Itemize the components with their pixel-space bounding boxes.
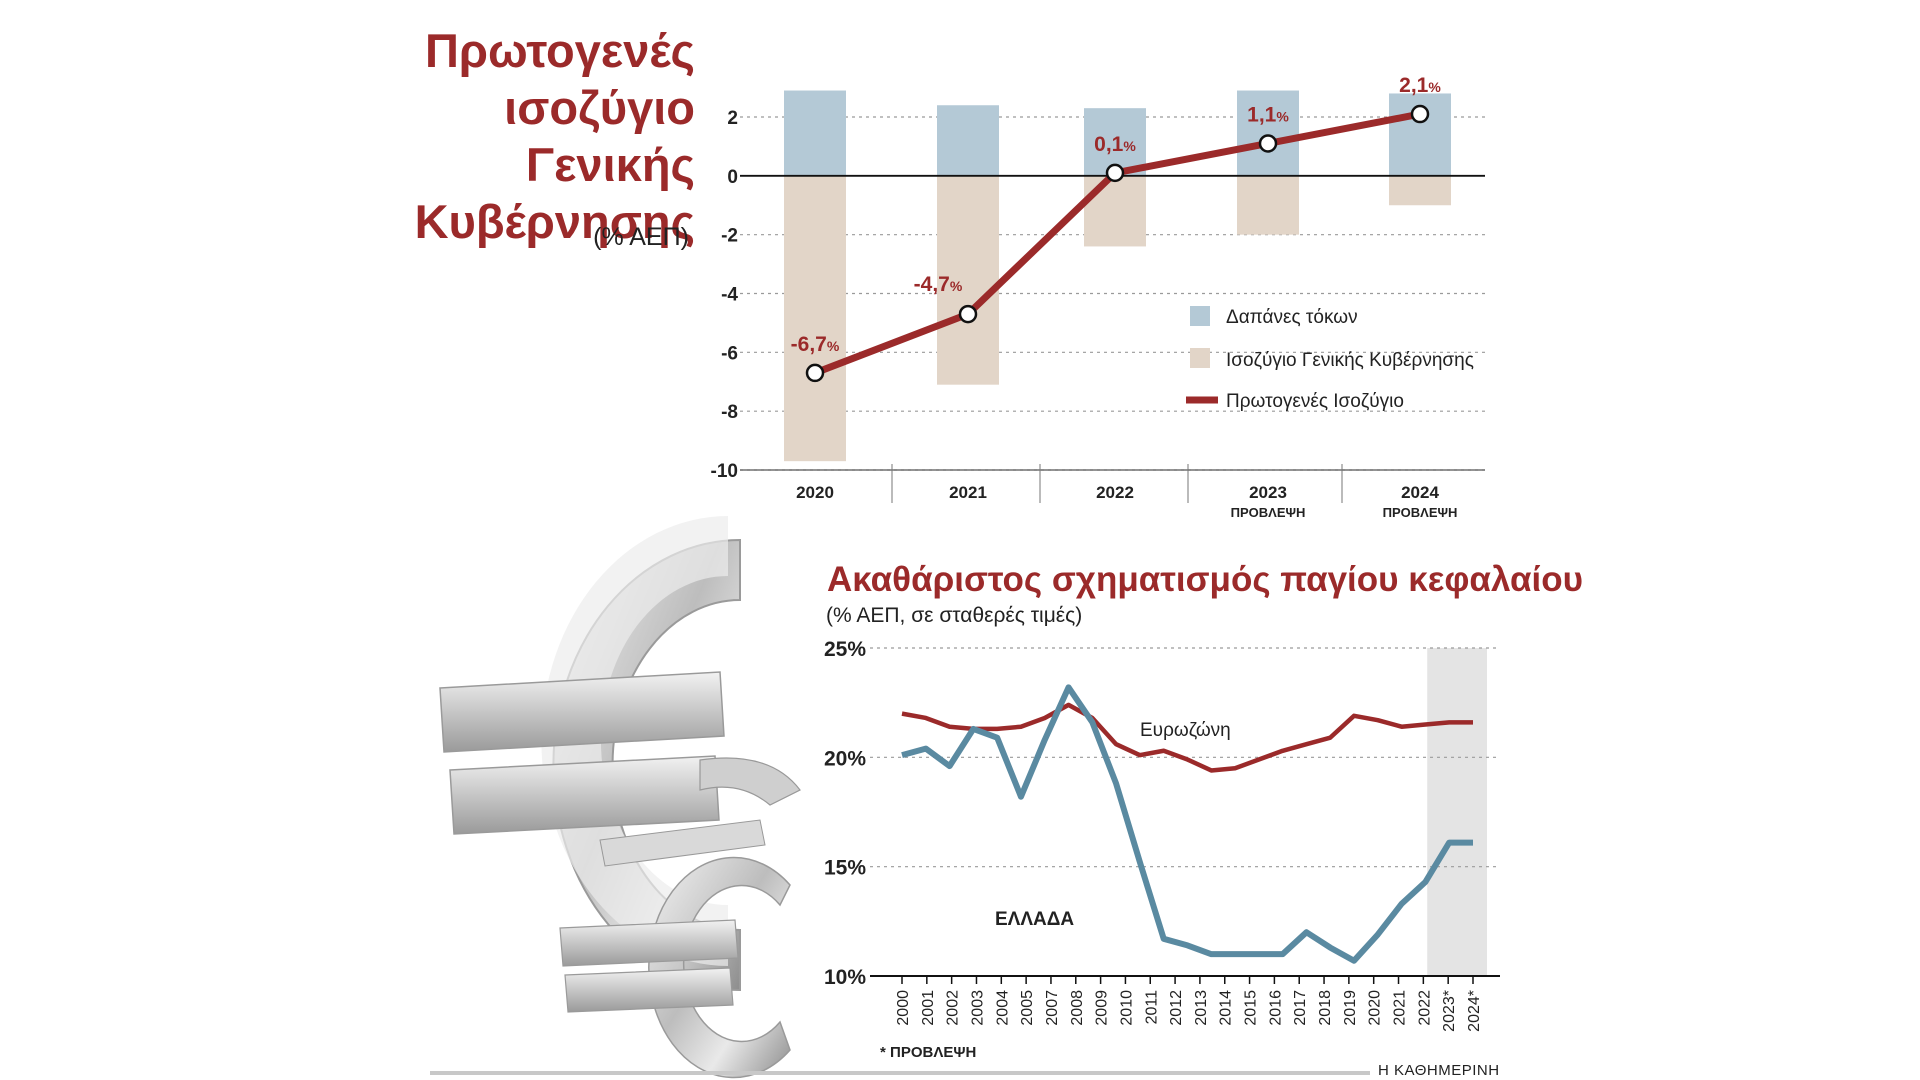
x-tick-note: ΠΡΟΒΛΕΨΗ [1383,505,1458,520]
x-tick-label: 2002 [945,990,962,1026]
x-tick-label: 2023 [1249,483,1287,502]
chart1-title-line-3: Γενικής [525,138,695,191]
balance-bar [784,175,846,462]
x-tick-label: 2000 [895,990,912,1026]
x-tick-label: 2021 [949,483,987,502]
x-tick-label: 2020 [796,483,834,502]
balance-bar [1237,175,1299,235]
x-tick-label: 2019 [1342,990,1359,1026]
y-tick-label: -8 [721,402,738,423]
primary-balance-point [805,363,825,383]
primary-balance-point [1258,134,1278,153]
source-credit: Η ΚΑΘΗΜΕΡΙΝΗ [1378,1062,1500,1079]
legend-swatch-interest [1190,306,1210,326]
y-tick-label: 2 [727,108,738,129]
primary-balance-point [1410,104,1430,124]
y-tick-label: 25% [824,638,866,661]
primary-balance-point [1105,163,1125,183]
y-tick-label: 0 [727,167,738,188]
small-euro-icon [559,856,791,1079]
balance-bar [937,175,999,385]
chart1-title-line-1: Πρωτογενές [424,24,695,77]
chart2-title: Ακαθάριστος σχηματισμός παγίου κεφαλαίου [827,560,1583,599]
data-label: -4,7% [914,273,963,296]
interest-bar [1237,90,1299,176]
chart1-title: Πρωτογενές ισοζύγιο Γενικής Κυβέρνησης [295,22,695,250]
legend-label-primary: Πρωτογενές Ισοζύγιο [1226,391,1404,412]
y-tick-label: -4 [721,285,738,306]
interest-bar [937,105,999,176]
data-label: 0,1% [1094,133,1136,156]
x-tick-label: 2022 [1416,990,1433,1026]
y-tick-label: 10% [824,966,866,989]
fallen-euro-icon [599,757,801,867]
balance-bar [1084,175,1146,247]
legend-swatch-balance [1190,348,1210,368]
chart1-unit: (% ΑΕΠ) [593,223,689,251]
data-label: -6,7% [791,333,840,356]
x-tick-label: 2020 [1367,990,1384,1026]
y-tick-label: 20% [824,747,866,770]
x-tick-label: 2008 [1069,990,1086,1026]
primary-balance-point [958,304,978,324]
forecast-footnote: * ΠΡΟΒΛΕΨΗ [880,1044,977,1061]
y-tick-label: -10 [711,461,738,482]
x-tick-label: 2022 [1096,483,1134,502]
eurozone-series-label: Ευρωζώνη [1140,720,1231,741]
x-tick-label: 2014 [1218,990,1235,1026]
x-tick-label: 2016 [1267,990,1284,1026]
bottom-rule [430,1071,1370,1075]
eurozone-line [901,702,1473,773]
x-tick-label: 2017 [1292,990,1309,1026]
y-tick-label: -6 [721,343,738,364]
x-tick-label: 2023* [1441,990,1458,1032]
greece-line [901,684,1473,964]
forecast-shade [1427,648,1487,976]
greece-series-label: ΕΛΛΑΔΑ [995,909,1074,930]
data-label: 2,1% [1399,74,1441,97]
legend-label-interest: Δαπάνες τόκων [1226,307,1358,328]
chart1-title-line-2: ισοζύγιο [504,81,695,134]
x-tick-label: 2015 [1243,990,1260,1026]
x-tick-label: 2001 [920,990,937,1026]
balance-bar [1389,175,1451,206]
x-tick-label: 2018 [1317,990,1334,1026]
chart1-title-line-4: Κυβέρνησης [414,195,695,248]
x-tick-note: ΠΡΟΒΛΕΨΗ [1231,505,1306,520]
x-tick-label: 2011 [1143,990,1160,1025]
chart2-subtitle: (% ΑΕΠ, σε σταθερές τιμές) [826,604,1083,627]
x-tick-label: 2024 [1401,483,1439,502]
legend-label-balance: Ισοζύγιο Γενικής Κυβέρνησης [1226,350,1474,371]
y-tick-label: 15% [824,857,866,880]
x-tick-label: 2010 [1118,990,1135,1026]
x-tick-label: 2004 [994,990,1011,1026]
x-tick-label: 2005 [1019,990,1036,1026]
large-euro-icon [439,516,741,992]
y-tick-label: -2 [721,226,738,247]
data-label: 1,1% [1247,103,1289,126]
x-tick-label: 2009 [1094,990,1111,1026]
x-tick-label: 2021 [1392,990,1409,1026]
x-tick-label: 2024* [1466,990,1483,1032]
x-tick-label: 2007 [1044,990,1061,1026]
x-tick-label: 2003 [969,990,986,1026]
interest-bar [784,90,846,176]
x-tick-label: 2012 [1168,990,1185,1026]
x-tick-label: 2013 [1193,990,1210,1026]
